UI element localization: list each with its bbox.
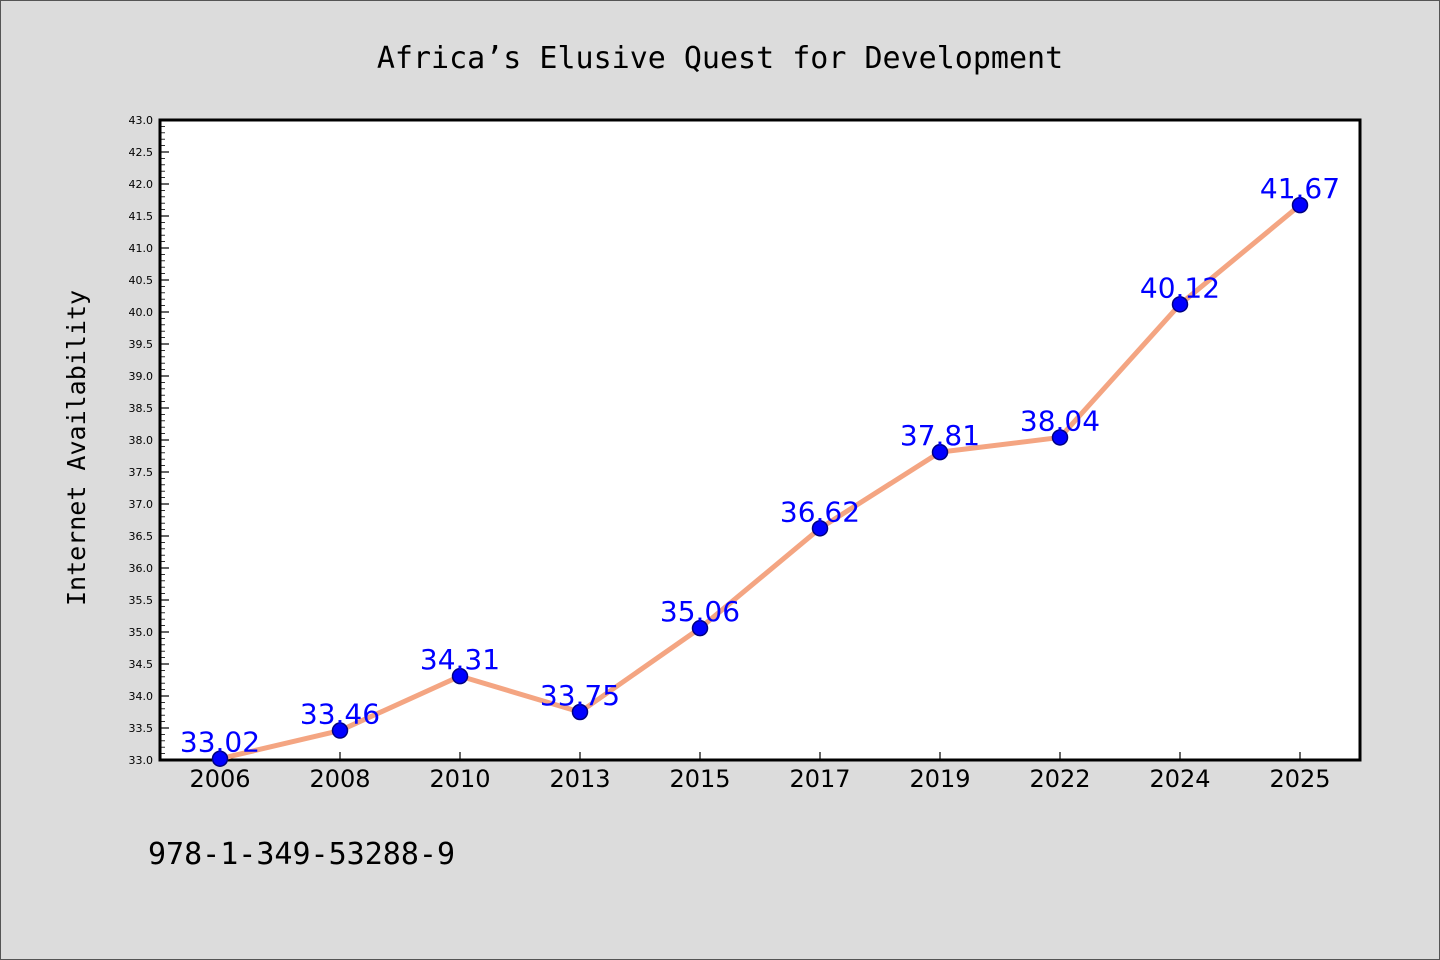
x-tick-label: 2019	[909, 765, 970, 793]
y-tick-label: 36.0	[129, 562, 154, 575]
y-tick-label: 43.0	[129, 114, 154, 127]
data-point	[211, 750, 229, 767]
y-tick-label: 41.5	[129, 210, 154, 223]
x-tick-label: 2017	[789, 765, 850, 793]
data-point	[571, 703, 589, 721]
x-tick-label: 2010	[429, 765, 490, 793]
data-label: 33.02	[180, 726, 260, 759]
data-label: 36.62	[780, 495, 860, 528]
y-tick-label: 36.5	[129, 530, 154, 543]
x-tick-label: 2015	[669, 765, 730, 793]
y-axis: 33.0 33.5 34.0 34.5 35.0 35.5 36.0 36.5 37.0 37.5…	[129, 114, 169, 767]
data-label: 40.12	[1140, 271, 1220, 304]
y-tick-label: 38.0	[129, 434, 154, 447]
plot-area	[158, 118, 1362, 762]
data-label: 37.81	[900, 419, 980, 452]
y-tick-label: 35.0	[129, 626, 154, 639]
data-labels: 33.02 33.46 34.31 33.75 35.06 36.62 37.81 38.04…	[180, 172, 1340, 759]
data-label: 35.06	[660, 595, 740, 628]
data-point	[331, 722, 349, 739]
y-tick-label: 40.0	[129, 306, 154, 319]
data-point	[1171, 296, 1189, 313]
series-group	[211, 196, 1309, 767]
y-tick-label: 39.0	[129, 370, 154, 383]
data-point	[1051, 429, 1069, 446]
y-tick-label: 34.5	[129, 658, 154, 671]
x-tick-label: 2008	[309, 765, 370, 793]
y-tick-label: 35.5	[129, 594, 154, 607]
data-point	[451, 667, 469, 685]
x-tick-label: 2025	[1269, 765, 1330, 793]
x-tick-label: 2006	[189, 765, 250, 793]
data-point	[691, 619, 709, 637]
chart-title: Africa’s Elusive Quest for Development	[377, 41, 1063, 76]
data-point	[811, 520, 829, 537]
data-label: 41.67	[1260, 172, 1340, 205]
isbn-footnote: 978-1-349-53288-9	[148, 837, 455, 872]
y-tick-label: 41.0	[129, 242, 154, 255]
x-tick-label: 2024	[1149, 765, 1210, 793]
y-tick-label: 37.5	[129, 466, 154, 479]
y-tick-label: 42.5	[129, 146, 154, 159]
y-tick-label: 42.0	[129, 178, 154, 191]
y-tick-label: 38.5	[129, 402, 154, 415]
x-tick-label: 2022	[1029, 765, 1090, 793]
data-label: 33.46	[300, 698, 380, 731]
y-axis-label: Internet Availability	[62, 290, 91, 606]
x-tick-label: 2013	[549, 765, 610, 793]
y-tick-label: 33.0	[129, 754, 154, 767]
data-point	[1291, 196, 1309, 214]
data-label: 33.75	[540, 679, 620, 712]
data-point	[931, 443, 949, 461]
y-tick-label: 34.0	[129, 690, 154, 703]
x-axis: 2006 2008 2010 2013 2015 2017 2019 2022 2024 2025	[189, 752, 1331, 793]
y-tick-label: 37.0	[129, 498, 154, 511]
y-tick-label: 39.5	[129, 338, 154, 351]
y-tick-label: 33.5	[129, 722, 154, 735]
data-label: 34.31	[420, 643, 500, 676]
y-tick-label: 40.5	[129, 274, 154, 287]
series-line	[217, 202, 1303, 762]
data-label: 38.04	[1020, 404, 1100, 437]
